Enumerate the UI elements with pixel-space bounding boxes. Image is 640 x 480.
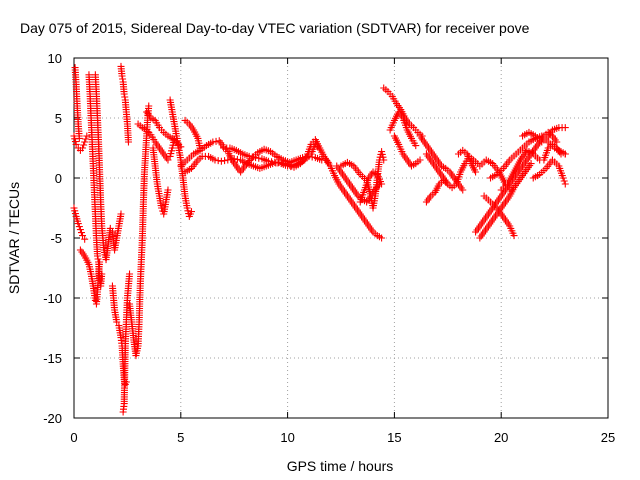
data-point	[230, 155, 238, 163]
data-point	[79, 144, 87, 152]
data-point	[81, 138, 89, 146]
data-point	[255, 154, 263, 162]
data-point	[274, 159, 282, 167]
data-point	[211, 156, 219, 164]
data-point	[252, 154, 260, 162]
x-tick-label: 10	[280, 430, 294, 445]
data-point	[380, 156, 388, 164]
data-point	[316, 144, 324, 152]
data-point	[209, 138, 217, 146]
y-tick-label: 10	[48, 51, 62, 66]
data-point	[416, 156, 424, 164]
data-point	[76, 226, 84, 234]
data-point	[91, 296, 99, 304]
x-tick-label: 20	[494, 430, 508, 445]
chart-title: Day 075 of 2015, Sidereal Day-to-day VTE…	[20, 20, 530, 36]
x-tick-label: 5	[177, 430, 184, 445]
data-point	[287, 163, 295, 171]
data-point	[444, 180, 452, 188]
data-point	[560, 177, 568, 185]
data-point	[233, 155, 241, 163]
y-tick-label: -5	[50, 231, 62, 246]
x-tick-labels: 0 5 10 15 20 25	[70, 430, 615, 445]
data-point	[75, 134, 83, 142]
data-point	[553, 138, 561, 146]
data-point	[510, 232, 518, 240]
data-point	[82, 135, 90, 143]
data-point	[412, 142, 420, 150]
data-point	[559, 174, 567, 182]
data-point	[81, 235, 89, 243]
data-point	[227, 155, 235, 163]
data-point	[221, 157, 229, 165]
data-point	[527, 160, 535, 168]
y-tick-label: -20	[43, 411, 62, 426]
data-point	[245, 152, 253, 160]
tick-marks	[73, 57, 609, 419]
data-point	[72, 140, 80, 148]
x-tick-label: 15	[387, 430, 401, 445]
data-point	[268, 158, 276, 166]
y-tick-labels: -20 -15 -10 -5 0 5 10	[43, 51, 62, 426]
data-point	[459, 186, 467, 194]
data-point	[158, 204, 166, 212]
x-tick-label: 25	[601, 430, 615, 445]
data-point	[284, 162, 292, 170]
data-point	[113, 318, 121, 326]
data-point	[77, 229, 85, 237]
data-point	[217, 157, 225, 165]
data-point	[80, 141, 88, 149]
data-point	[145, 102, 153, 110]
data-point	[79, 232, 87, 240]
data-point	[74, 220, 82, 228]
data-point	[98, 270, 106, 278]
y-tick-label: -15	[43, 351, 62, 366]
y-axis-label: SDTVAR / TECUs	[6, 182, 22, 294]
data-point	[561, 150, 569, 158]
data-point	[508, 186, 516, 194]
data-point	[378, 180, 386, 188]
data-point	[117, 210, 125, 218]
data-point	[212, 137, 220, 145]
data-point	[75, 223, 83, 231]
data-point	[248, 153, 256, 161]
data-point	[561, 180, 569, 188]
y-tick-label: 0	[55, 171, 62, 186]
data-point	[83, 132, 91, 140]
data-point	[187, 208, 195, 216]
data-point	[164, 186, 172, 194]
y-tick-label: -10	[43, 291, 62, 306]
data-point	[164, 156, 172, 164]
data-points	[70, 62, 569, 416]
data-point	[271, 158, 279, 166]
data-point	[472, 168, 480, 176]
data-point	[561, 124, 569, 132]
data-point	[124, 138, 132, 146]
x-tick-label: 0	[70, 430, 77, 445]
data-point	[214, 157, 222, 165]
data-point	[264, 157, 272, 165]
x-axis-label: GPS time / hours	[287, 458, 394, 474]
y-tick-label: 5	[55, 111, 62, 126]
data-point	[224, 156, 232, 164]
data-point	[126, 270, 134, 278]
data-point	[106, 224, 114, 232]
data-point	[378, 234, 386, 242]
